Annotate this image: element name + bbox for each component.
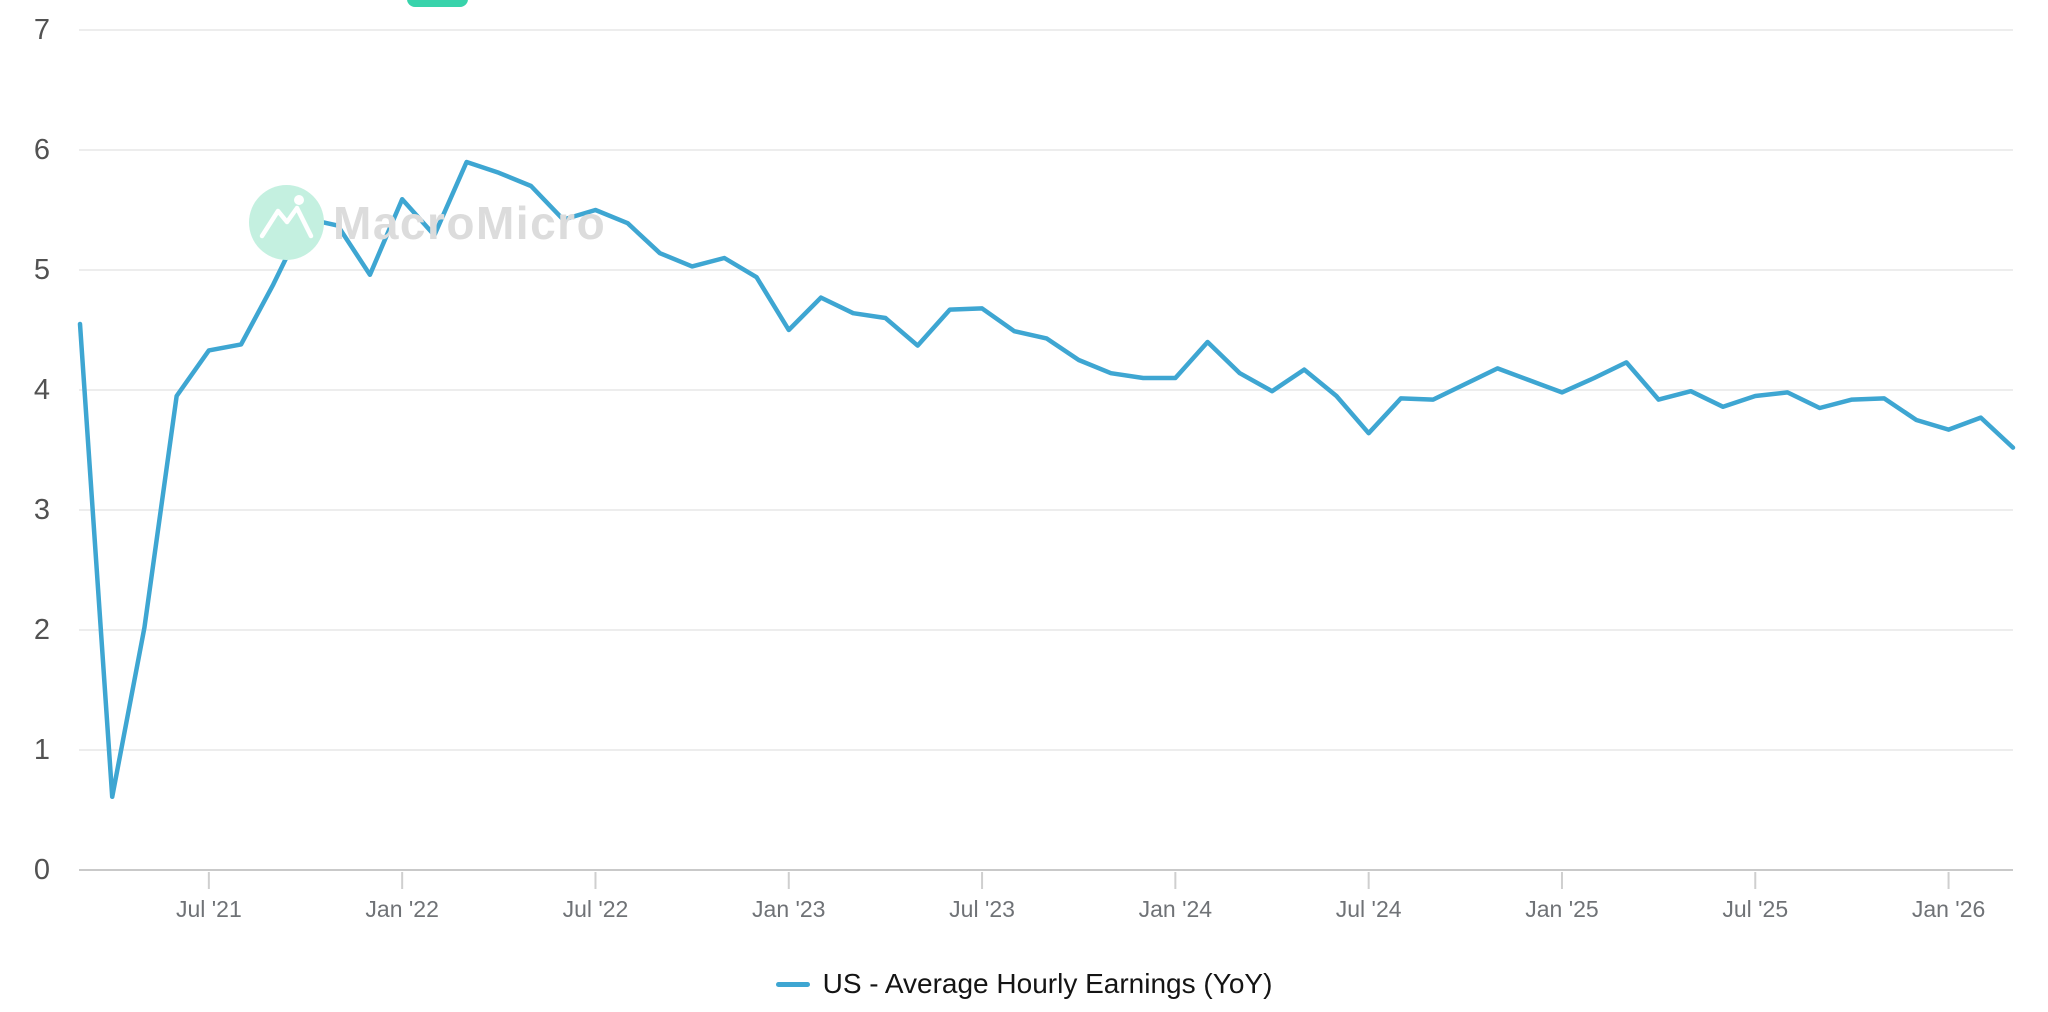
y-axis-label: 4 [33,374,50,406]
x-axis-label: Jul '25 [1722,896,1789,922]
watermark-text: MacroMicro [333,197,607,249]
y-axis-label: 6 [33,134,50,166]
x-axis-label: Jan '25 [1525,896,1599,922]
y-axis-label: 1 [33,734,50,766]
chart-legend: US - Average Hourly Earnings (YoY) [0,964,2048,1004]
legend-line-swatch [775,981,810,987]
x-axis-label: Jul '21 [175,896,242,922]
x-axis-label: Jul '22 [562,896,629,922]
watermark-logo-circle [249,185,324,260]
x-axis-label: Jan '23 [752,896,826,922]
series-line[interactable] [77,159,2016,800]
y-axis-label: 7 [33,14,50,46]
x-axis-label: Jul '24 [1335,896,1402,922]
x-axis-label: Jul '23 [949,896,1015,922]
y-axis-label: 3 [33,494,50,526]
x-axis-label: Jan '24 [1138,896,1213,922]
mountain-peaks-icon [259,195,314,239]
y-axis-label: 5 [33,254,50,286]
y-axis-label: 0 [33,854,50,886]
top-cropped-button[interactable] [407,0,468,7]
y-axis-label: 2 [33,614,50,646]
legend-series-label[interactable]: US - Average Hourly Earnings (YoY) [822,968,1273,999]
x-axis-label: Jan '26 [1911,896,1986,922]
x-axis-label: Jan '22 [365,896,439,922]
